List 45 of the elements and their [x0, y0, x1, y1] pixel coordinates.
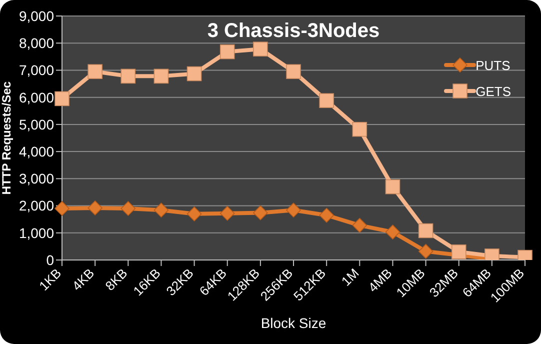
point — [319, 208, 334, 223]
point — [352, 218, 368, 233]
point — [286, 64, 301, 79]
legend-label: PUTS — [476, 58, 510, 72]
point — [418, 244, 434, 259]
point — [120, 201, 136, 216]
y-tick-label: 0 — [46, 252, 54, 268]
x-axis-title: Block Size — [260, 315, 326, 331]
chart-title: 3 Chassis-3Nodes — [206, 20, 381, 43]
point — [154, 202, 169, 218]
point — [319, 93, 334, 108]
x-tick-label: 4KB — [69, 266, 98, 294]
x-tick-label: 4MB — [365, 266, 395, 296]
point — [186, 206, 202, 222]
point — [253, 42, 268, 56]
point — [286, 202, 301, 218]
point — [154, 68, 169, 84]
point — [54, 201, 70, 216]
point — [385, 179, 400, 194]
y-tick-label: 2,000 — [18, 198, 54, 214]
y-tick-label: 7,000 — [18, 62, 54, 78]
y-tick-label: 3,000 — [18, 170, 54, 187]
point — [186, 66, 202, 82]
point — [220, 44, 235, 60]
point — [352, 122, 368, 137]
point — [418, 223, 434, 238]
y-tick-label: 9,000 — [18, 8, 54, 24]
y-tick-label: 6,000 — [18, 89, 54, 106]
x-tick-label: 1KB — [36, 266, 64, 294]
point — [120, 68, 136, 84]
point — [88, 64, 102, 79]
legend-label: GETS — [476, 84, 511, 98]
y-axis-title: HTTP Requests/Sec — [0, 81, 14, 195]
point — [220, 206, 235, 221]
point — [88, 200, 102, 216]
point — [451, 244, 466, 260]
point — [253, 205, 268, 220]
y-tick-label: 5,000 — [18, 116, 54, 132]
y-tick-label: 4,000 — [18, 144, 54, 160]
y-tick-label: 1,000 — [18, 224, 54, 241]
point — [54, 91, 70, 106]
y-tick-label: 8,000 — [18, 35, 54, 52]
point — [385, 224, 400, 240]
x-tick-label: 8KB — [102, 266, 130, 294]
x-tick-label: 1M — [338, 266, 362, 289]
